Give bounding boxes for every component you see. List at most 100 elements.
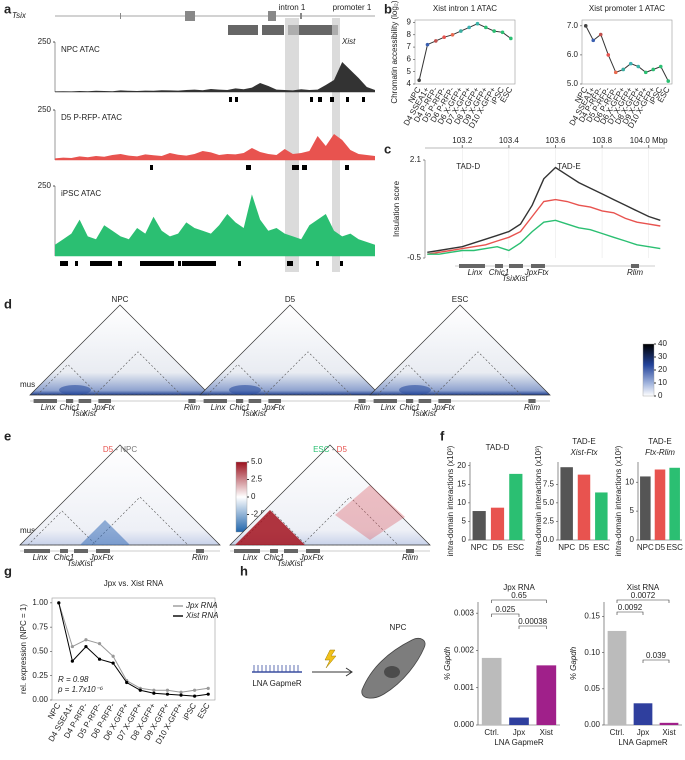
point bbox=[606, 53, 611, 57]
y-axis-label: Insulation score bbox=[392, 180, 401, 237]
peak bbox=[302, 165, 307, 170]
panel-label: h bbox=[240, 563, 248, 578]
gene bbox=[74, 549, 88, 553]
series-line bbox=[58, 602, 209, 697]
cell-label: NPC bbox=[390, 623, 407, 632]
nucleus bbox=[384, 666, 400, 678]
gene-label: Tsix bbox=[12, 11, 27, 20]
panel-label: a bbox=[4, 1, 12, 16]
y-axis-label: intra-domain interactions (x10³) bbox=[534, 445, 543, 556]
chart-title: Xist promoter 1 ATAC bbox=[589, 4, 665, 13]
colorbar-label: 0 bbox=[658, 391, 663, 400]
gene-label: Rlim bbox=[524, 403, 540, 412]
bar bbox=[669, 467, 680, 540]
y-axis-label: intra-domain interactions (x10³) bbox=[614, 445, 623, 556]
row-label: mus bbox=[20, 380, 35, 389]
y-axis-label: intra-domain interactions (x10³) bbox=[446, 445, 455, 556]
peak bbox=[140, 261, 174, 266]
row-label: mus bbox=[20, 526, 35, 535]
y-axis-label: % Gapdh bbox=[569, 646, 578, 680]
colorbar-label: 30 bbox=[658, 352, 667, 361]
tad-outline bbox=[301, 496, 399, 546]
x-tick-label: 103.6 bbox=[545, 136, 566, 145]
tad-outline bbox=[206, 363, 270, 396]
region-label: TAD-D bbox=[456, 162, 480, 171]
gene bbox=[406, 549, 414, 553]
peak bbox=[235, 97, 238, 102]
x-tick-label: D5 bbox=[492, 543, 503, 552]
point bbox=[206, 692, 210, 696]
exon bbox=[228, 25, 258, 35]
gene bbox=[248, 399, 262, 403]
bar bbox=[654, 469, 666, 540]
y-tick-label: 2.5 bbox=[543, 517, 555, 526]
point bbox=[434, 39, 438, 43]
tad-outline bbox=[434, 351, 522, 396]
x-tick-label: Xist bbox=[662, 728, 676, 737]
plot-frame bbox=[581, 19, 673, 85]
hic-hotspot bbox=[399, 385, 431, 395]
gene bbox=[78, 399, 92, 403]
bar bbox=[595, 492, 608, 540]
hic-map bbox=[29, 304, 211, 396]
gene-label: Tsix bbox=[502, 274, 517, 283]
gene-label: Ftx bbox=[312, 553, 324, 562]
gene bbox=[66, 399, 74, 403]
y-tick-label: 0.75 bbox=[32, 622, 48, 631]
colorbar bbox=[642, 343, 655, 397]
y-tick-label: 250 bbox=[38, 37, 52, 46]
y-tick-label: 4 bbox=[407, 79, 412, 88]
gene-label: Linx bbox=[211, 403, 227, 412]
peak bbox=[362, 97, 365, 102]
x-tick-label: 103.8 bbox=[592, 136, 613, 145]
bracket bbox=[616, 599, 670, 603]
x-tick-label: D5 bbox=[579, 543, 590, 552]
y-tick-label: 250 bbox=[38, 105, 52, 114]
gene bbox=[495, 264, 503, 268]
gene bbox=[236, 399, 244, 403]
point bbox=[628, 61, 633, 66]
bar bbox=[640, 476, 651, 540]
bar bbox=[509, 717, 529, 725]
y-tick-label: 0.15 bbox=[584, 612, 600, 621]
y-tick-label: 0.0 bbox=[543, 535, 555, 544]
x-tick-label: Jpx bbox=[637, 728, 649, 737]
y-tick-label: 10 bbox=[457, 498, 466, 507]
x-tick-label: D5 bbox=[655, 543, 666, 552]
gene-label: Ftx bbox=[274, 403, 286, 412]
bar bbox=[560, 467, 573, 540]
point bbox=[70, 644, 74, 649]
lightning bbox=[324, 649, 337, 669]
y-tick-label: 5.0 bbox=[543, 498, 555, 507]
point bbox=[442, 35, 446, 40]
panel-label: b bbox=[384, 1, 392, 16]
peak bbox=[316, 261, 319, 266]
gene-label: Xist bbox=[288, 559, 303, 568]
chart-title: Jpx RNA bbox=[503, 583, 535, 592]
bar bbox=[607, 630, 627, 725]
x-tick-label: 104.0 Mbp bbox=[630, 136, 668, 145]
peak bbox=[178, 261, 181, 266]
gene bbox=[24, 549, 50, 553]
bracket bbox=[616, 611, 644, 615]
y-tick-label: 5 bbox=[630, 506, 635, 515]
point bbox=[193, 694, 197, 698]
track-name: D5 P-RFP- ATAC bbox=[61, 113, 122, 122]
peak bbox=[318, 97, 322, 102]
peak bbox=[346, 97, 349, 102]
chart-title: TAD-D bbox=[486, 443, 510, 452]
tad-outline bbox=[264, 351, 352, 396]
gene-label: Xist bbox=[82, 409, 97, 418]
peak bbox=[118, 261, 122, 266]
series-line bbox=[427, 166, 661, 253]
gene-label: Rlim bbox=[354, 403, 370, 412]
y-tick-label: 5 bbox=[407, 67, 412, 76]
point bbox=[509, 36, 513, 41]
gene-label: Chic1 bbox=[489, 268, 509, 277]
tad-outline bbox=[36, 363, 100, 396]
point bbox=[583, 24, 588, 28]
hic-map bbox=[19, 444, 221, 546]
legend-label: Xist RNA bbox=[185, 611, 218, 620]
plot-frame bbox=[51, 597, 216, 701]
